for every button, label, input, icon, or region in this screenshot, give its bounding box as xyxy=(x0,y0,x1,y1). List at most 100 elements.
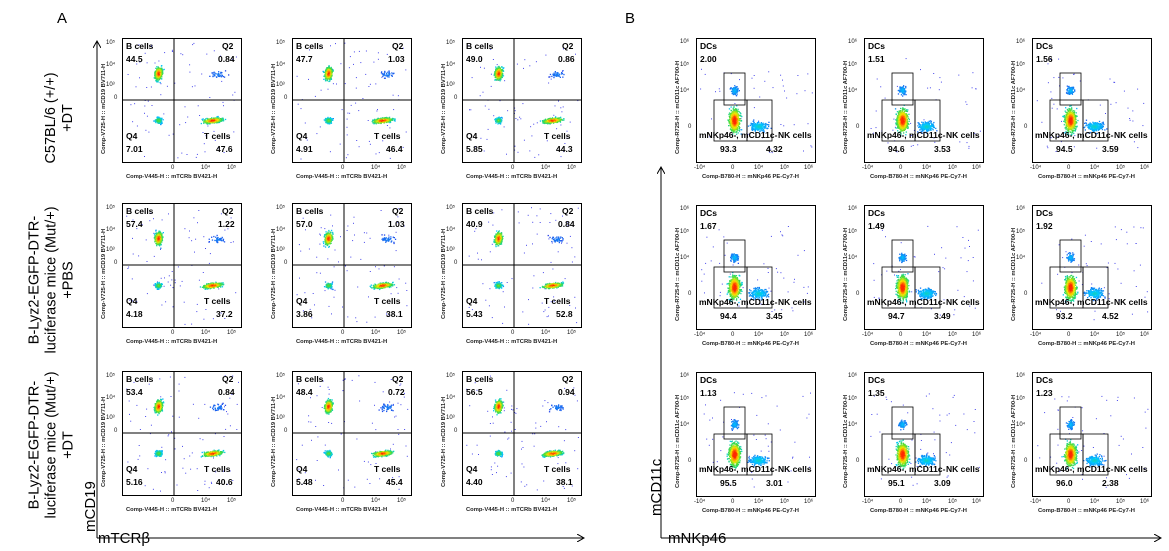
event-dot xyxy=(497,79,499,81)
event-dot xyxy=(388,71,390,73)
event-dot xyxy=(220,76,222,78)
event-dot xyxy=(153,284,155,286)
event-dot xyxy=(561,72,563,74)
event-dot xyxy=(502,70,505,72)
event-dot xyxy=(391,119,394,121)
event-dot xyxy=(563,119,565,121)
event-dot xyxy=(218,239,221,241)
event-dot xyxy=(144,156,145,157)
event-dot xyxy=(556,128,558,130)
event-dot xyxy=(553,74,555,77)
y-tick: 0 xyxy=(114,260,118,266)
event-dot xyxy=(325,231,327,233)
event-dot xyxy=(221,286,224,288)
event-dot xyxy=(220,282,222,284)
event-dot xyxy=(193,217,195,219)
event-dot xyxy=(480,137,482,139)
event-dot xyxy=(157,240,159,242)
event-dot xyxy=(223,241,226,243)
event-dot xyxy=(326,72,328,74)
event-dot xyxy=(209,119,211,122)
event-dot xyxy=(304,122,306,124)
event-dot xyxy=(382,73,384,75)
event-dot xyxy=(523,67,524,69)
event-dot xyxy=(490,85,492,87)
event-dot xyxy=(156,235,158,237)
event-dot xyxy=(155,79,157,81)
event-dot xyxy=(216,241,218,243)
event-dot xyxy=(496,64,498,66)
event-dot xyxy=(562,48,564,50)
event-dot xyxy=(156,238,159,240)
event-dot xyxy=(326,68,329,70)
event-dot xyxy=(157,120,159,122)
event-dot xyxy=(563,73,565,76)
event-dot xyxy=(157,116,160,118)
event-dot xyxy=(349,56,351,58)
event-dot xyxy=(212,284,214,286)
event-dot xyxy=(553,76,555,79)
event-dot xyxy=(216,240,218,242)
event-dot xyxy=(218,285,220,287)
event-dot xyxy=(386,125,388,126)
event-dot xyxy=(158,243,160,245)
event-dot xyxy=(379,288,381,290)
event-dot xyxy=(319,272,321,274)
event-dot xyxy=(406,305,408,307)
y-tick: 0 xyxy=(454,95,458,101)
event-dot xyxy=(164,277,165,279)
event-dot xyxy=(374,120,376,122)
event-dot xyxy=(156,122,159,124)
event-dot xyxy=(504,80,506,82)
event-dot xyxy=(498,76,500,78)
event-dot xyxy=(551,120,553,123)
event-dot xyxy=(347,112,349,114)
event-dot xyxy=(499,118,502,120)
event-dot xyxy=(161,76,163,78)
event-dot xyxy=(195,156,197,158)
gate-value-t-cells: 46.4 xyxy=(386,144,403,154)
event-dot xyxy=(174,282,176,284)
event-dot xyxy=(296,75,298,77)
event-dot xyxy=(496,74,498,76)
event-dot xyxy=(214,239,216,242)
event-dot xyxy=(380,119,382,121)
event-dot xyxy=(202,286,204,288)
event-dot xyxy=(219,285,221,287)
event-dot xyxy=(158,120,160,122)
event-dot xyxy=(375,122,377,124)
event-dot xyxy=(223,152,225,153)
event-dot xyxy=(177,266,179,268)
event-dot xyxy=(156,285,159,288)
event-dot xyxy=(177,157,179,159)
event-dot xyxy=(378,152,380,154)
event-dot xyxy=(324,241,327,243)
event-dot xyxy=(326,79,328,81)
event-dot xyxy=(551,118,553,121)
event-dot xyxy=(355,102,357,104)
event-dot xyxy=(388,234,390,236)
event-dot xyxy=(222,101,224,103)
event-dot xyxy=(326,68,328,70)
event-dot xyxy=(154,72,156,74)
event-dot xyxy=(542,121,544,123)
event-dot xyxy=(220,312,222,314)
event-dot xyxy=(390,293,392,295)
event-dot xyxy=(158,78,161,81)
event-dot xyxy=(161,219,163,221)
event-dot xyxy=(127,268,129,269)
event-dot xyxy=(161,117,163,119)
event-dot xyxy=(503,126,505,128)
event-dot xyxy=(499,67,501,69)
event-dot xyxy=(325,233,328,235)
event-dot xyxy=(546,121,548,123)
event-dot xyxy=(214,139,216,141)
event-dot xyxy=(332,68,333,70)
event-dot xyxy=(494,76,496,78)
event-dot xyxy=(158,232,160,234)
event-dot xyxy=(548,122,550,125)
event-dot xyxy=(554,118,557,120)
event-dot xyxy=(382,287,384,289)
event-dot xyxy=(157,68,159,70)
event-dot xyxy=(552,73,554,75)
